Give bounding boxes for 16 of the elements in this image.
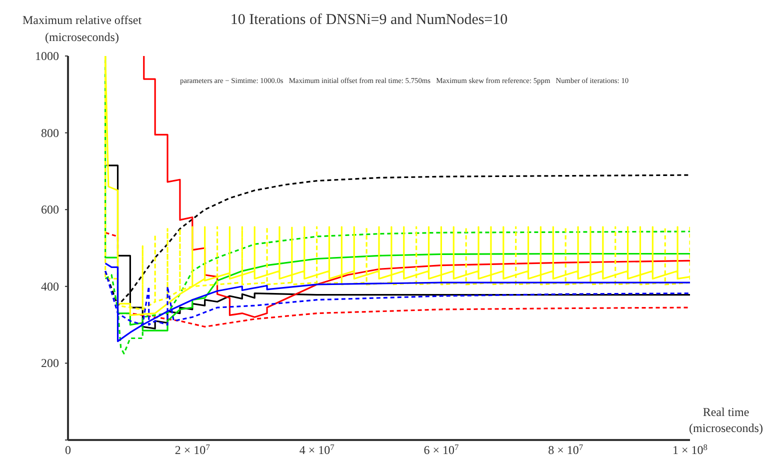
y-tick-label: 800 bbox=[41, 126, 59, 140]
line-series bbox=[106, 164, 690, 330]
x-tick-label: 1 × 10$^{8}$ bbox=[672, 442, 708, 457]
x-tick-label: 4 × 10$^{7}$ bbox=[299, 442, 334, 457]
line-series bbox=[104, 262, 690, 342]
y-tick-label: 1000 bbox=[35, 49, 59, 63]
chart-title: 10 Iterations of DNSNi=9 and NumNodes=10 bbox=[230, 12, 508, 28]
x-tick-label: 6 × 10$^{7}$ bbox=[424, 442, 459, 457]
x-tick-label: 0 bbox=[65, 443, 71, 457]
x-tick-label: 2 × 10$^{7}$ bbox=[174, 442, 210, 457]
y-tick-label: 400 bbox=[41, 279, 59, 294]
y-tick-label: 600 bbox=[41, 202, 59, 217]
y-tick-label: 200 bbox=[41, 356, 59, 370]
x-tick-label: 8 × 10$^{7}$ bbox=[548, 442, 584, 457]
y-axis-title: Maximum relative offset (microseconds) bbox=[22, 13, 142, 44]
x-axis-title: Real time (microseconds) bbox=[689, 405, 763, 435]
